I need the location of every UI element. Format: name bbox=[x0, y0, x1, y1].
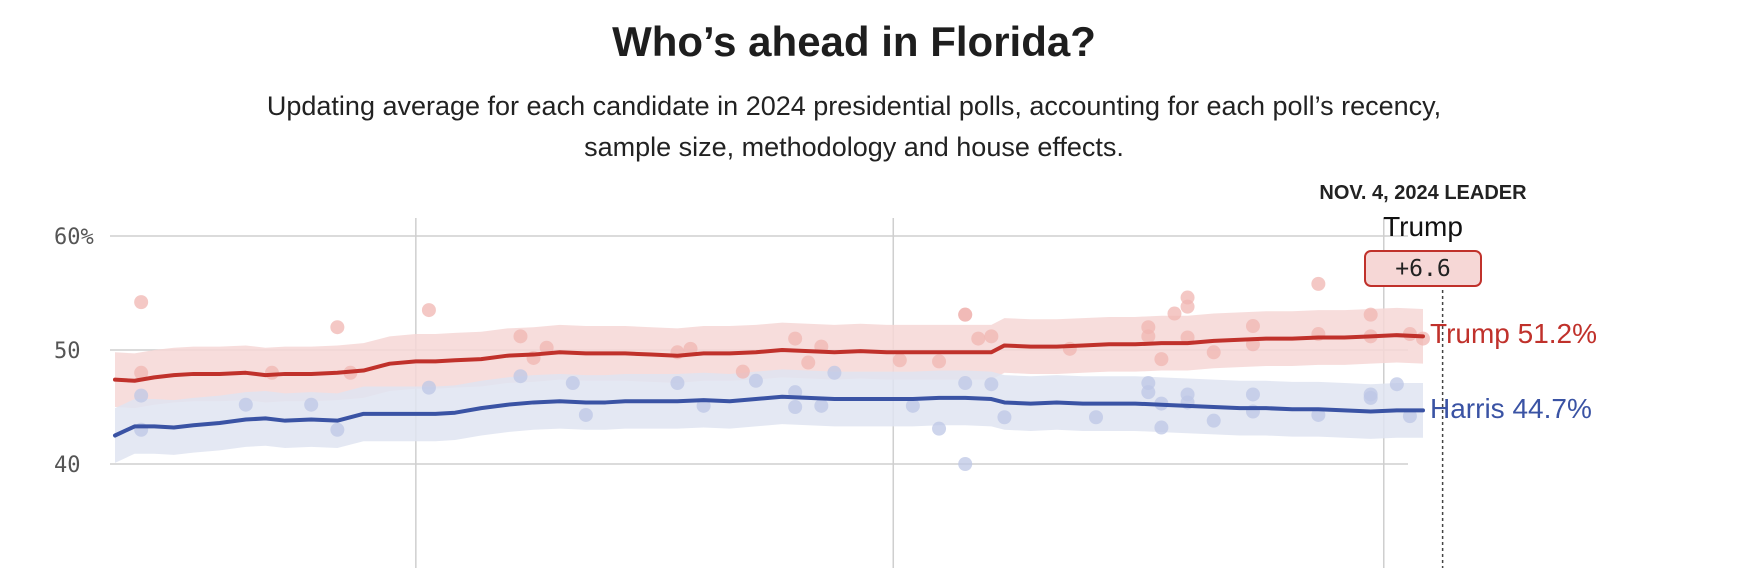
harris-poll-dot bbox=[827, 365, 842, 380]
leader-name: Trump bbox=[1383, 211, 1463, 242]
trump-poll-dot bbox=[1363, 307, 1378, 322]
harris-poll-dot bbox=[134, 388, 149, 403]
trump-poll-dot bbox=[1141, 329, 1156, 344]
average-lines bbox=[113, 333, 1425, 438]
trump-poll-dot bbox=[134, 295, 149, 310]
trump-poll-dot bbox=[1206, 345, 1221, 360]
harris-poll-dot bbox=[304, 397, 319, 412]
harris-poll-dot bbox=[238, 397, 253, 412]
harris-poll-dot bbox=[1389, 377, 1404, 392]
trump-poll-dot bbox=[971, 331, 986, 346]
trump-end-label: Trump 51.2% bbox=[1430, 318, 1597, 349]
trump-poll-dot bbox=[1167, 306, 1182, 321]
y-tick-label: 50 bbox=[54, 339, 81, 364]
trump-poll-dot bbox=[892, 353, 907, 368]
y-tick-label: 40 bbox=[54, 453, 81, 478]
harris-average-line bbox=[113, 394, 1425, 438]
harris-poll-dot bbox=[1206, 413, 1221, 428]
harris-uncertainty-band bbox=[115, 369, 1423, 463]
subtitle-line-1: Updating average for each candidate in 2… bbox=[266, 91, 1442, 121]
harris-poll-dot bbox=[696, 398, 711, 413]
chart-title: Who’s ahead in Florida? bbox=[612, 18, 1096, 65]
harris-poll-dot bbox=[905, 398, 920, 413]
trump-poll-dot bbox=[958, 307, 973, 322]
subtitle-line-2: sample size, methodology and house effec… bbox=[584, 132, 1124, 162]
harris-end-label: Harris 44.7% bbox=[1430, 393, 1592, 424]
harris-poll-dot bbox=[984, 377, 999, 392]
harris-poll-dot bbox=[1089, 410, 1103, 425]
harris-poll-dot bbox=[330, 422, 345, 437]
harris-poll-dot bbox=[1402, 409, 1417, 424]
chart-subtitle: Updating average for each candidate in 2… bbox=[0, 86, 1708, 168]
harris-poll-dot bbox=[958, 376, 973, 391]
harris-poll-dot bbox=[578, 407, 593, 422]
trump-poll-dot bbox=[1311, 276, 1326, 291]
harris-poll-dot bbox=[1141, 385, 1156, 400]
harris-poll-dot bbox=[565, 376, 580, 391]
confidence-bands bbox=[115, 307, 1423, 463]
harris-poll-dot bbox=[997, 410, 1012, 425]
harris-poll-dot bbox=[670, 376, 685, 391]
y-tick-label: 60% bbox=[54, 225, 94, 250]
trump-poll-dot bbox=[513, 329, 528, 344]
harris-poll-dot bbox=[513, 369, 528, 384]
trump-poll-dot bbox=[801, 355, 816, 370]
harris-poll-dot bbox=[748, 373, 763, 388]
trump-uncertainty-band bbox=[115, 307, 1423, 409]
harris-poll-dot bbox=[958, 457, 973, 471]
chart-labels: NOV. 4, 2024 LEADER Trump +6.6 Trump 51.… bbox=[1319, 182, 1597, 424]
harris-poll-dot bbox=[814, 398, 829, 413]
harris-poll-dot bbox=[1363, 390, 1378, 405]
trump-poll-dot bbox=[1416, 331, 1430, 346]
harris-poll-dot bbox=[1154, 420, 1169, 435]
poll-dots bbox=[134, 276, 1430, 471]
trump-poll-dot bbox=[421, 303, 436, 318]
trump-poll-dot bbox=[984, 329, 999, 344]
harris-poll-dot bbox=[1245, 387, 1260, 402]
leader-margin-value: +6.6 bbox=[1395, 256, 1450, 282]
trump-average-line bbox=[113, 333, 1425, 383]
leader-heading: NOV. 4, 2024 LEADER bbox=[1319, 182, 1527, 204]
trump-poll-dot bbox=[134, 365, 149, 380]
leader-margin-badge bbox=[1364, 250, 1482, 287]
harris-poll-dot bbox=[1311, 407, 1326, 422]
trump-poll-dot bbox=[1180, 299, 1195, 314]
harris-poll-dot bbox=[788, 400, 803, 414]
trump-poll-dot bbox=[1245, 319, 1260, 334]
trump-poll-dot bbox=[330, 320, 345, 335]
trump-poll-dot bbox=[735, 364, 750, 379]
trump-poll-dot bbox=[932, 354, 947, 369]
harris-poll-dot bbox=[932, 421, 947, 436]
trump-poll-dot bbox=[1154, 352, 1169, 367]
trump-poll-dot bbox=[788, 331, 803, 346]
harris-poll-dot bbox=[421, 380, 436, 395]
